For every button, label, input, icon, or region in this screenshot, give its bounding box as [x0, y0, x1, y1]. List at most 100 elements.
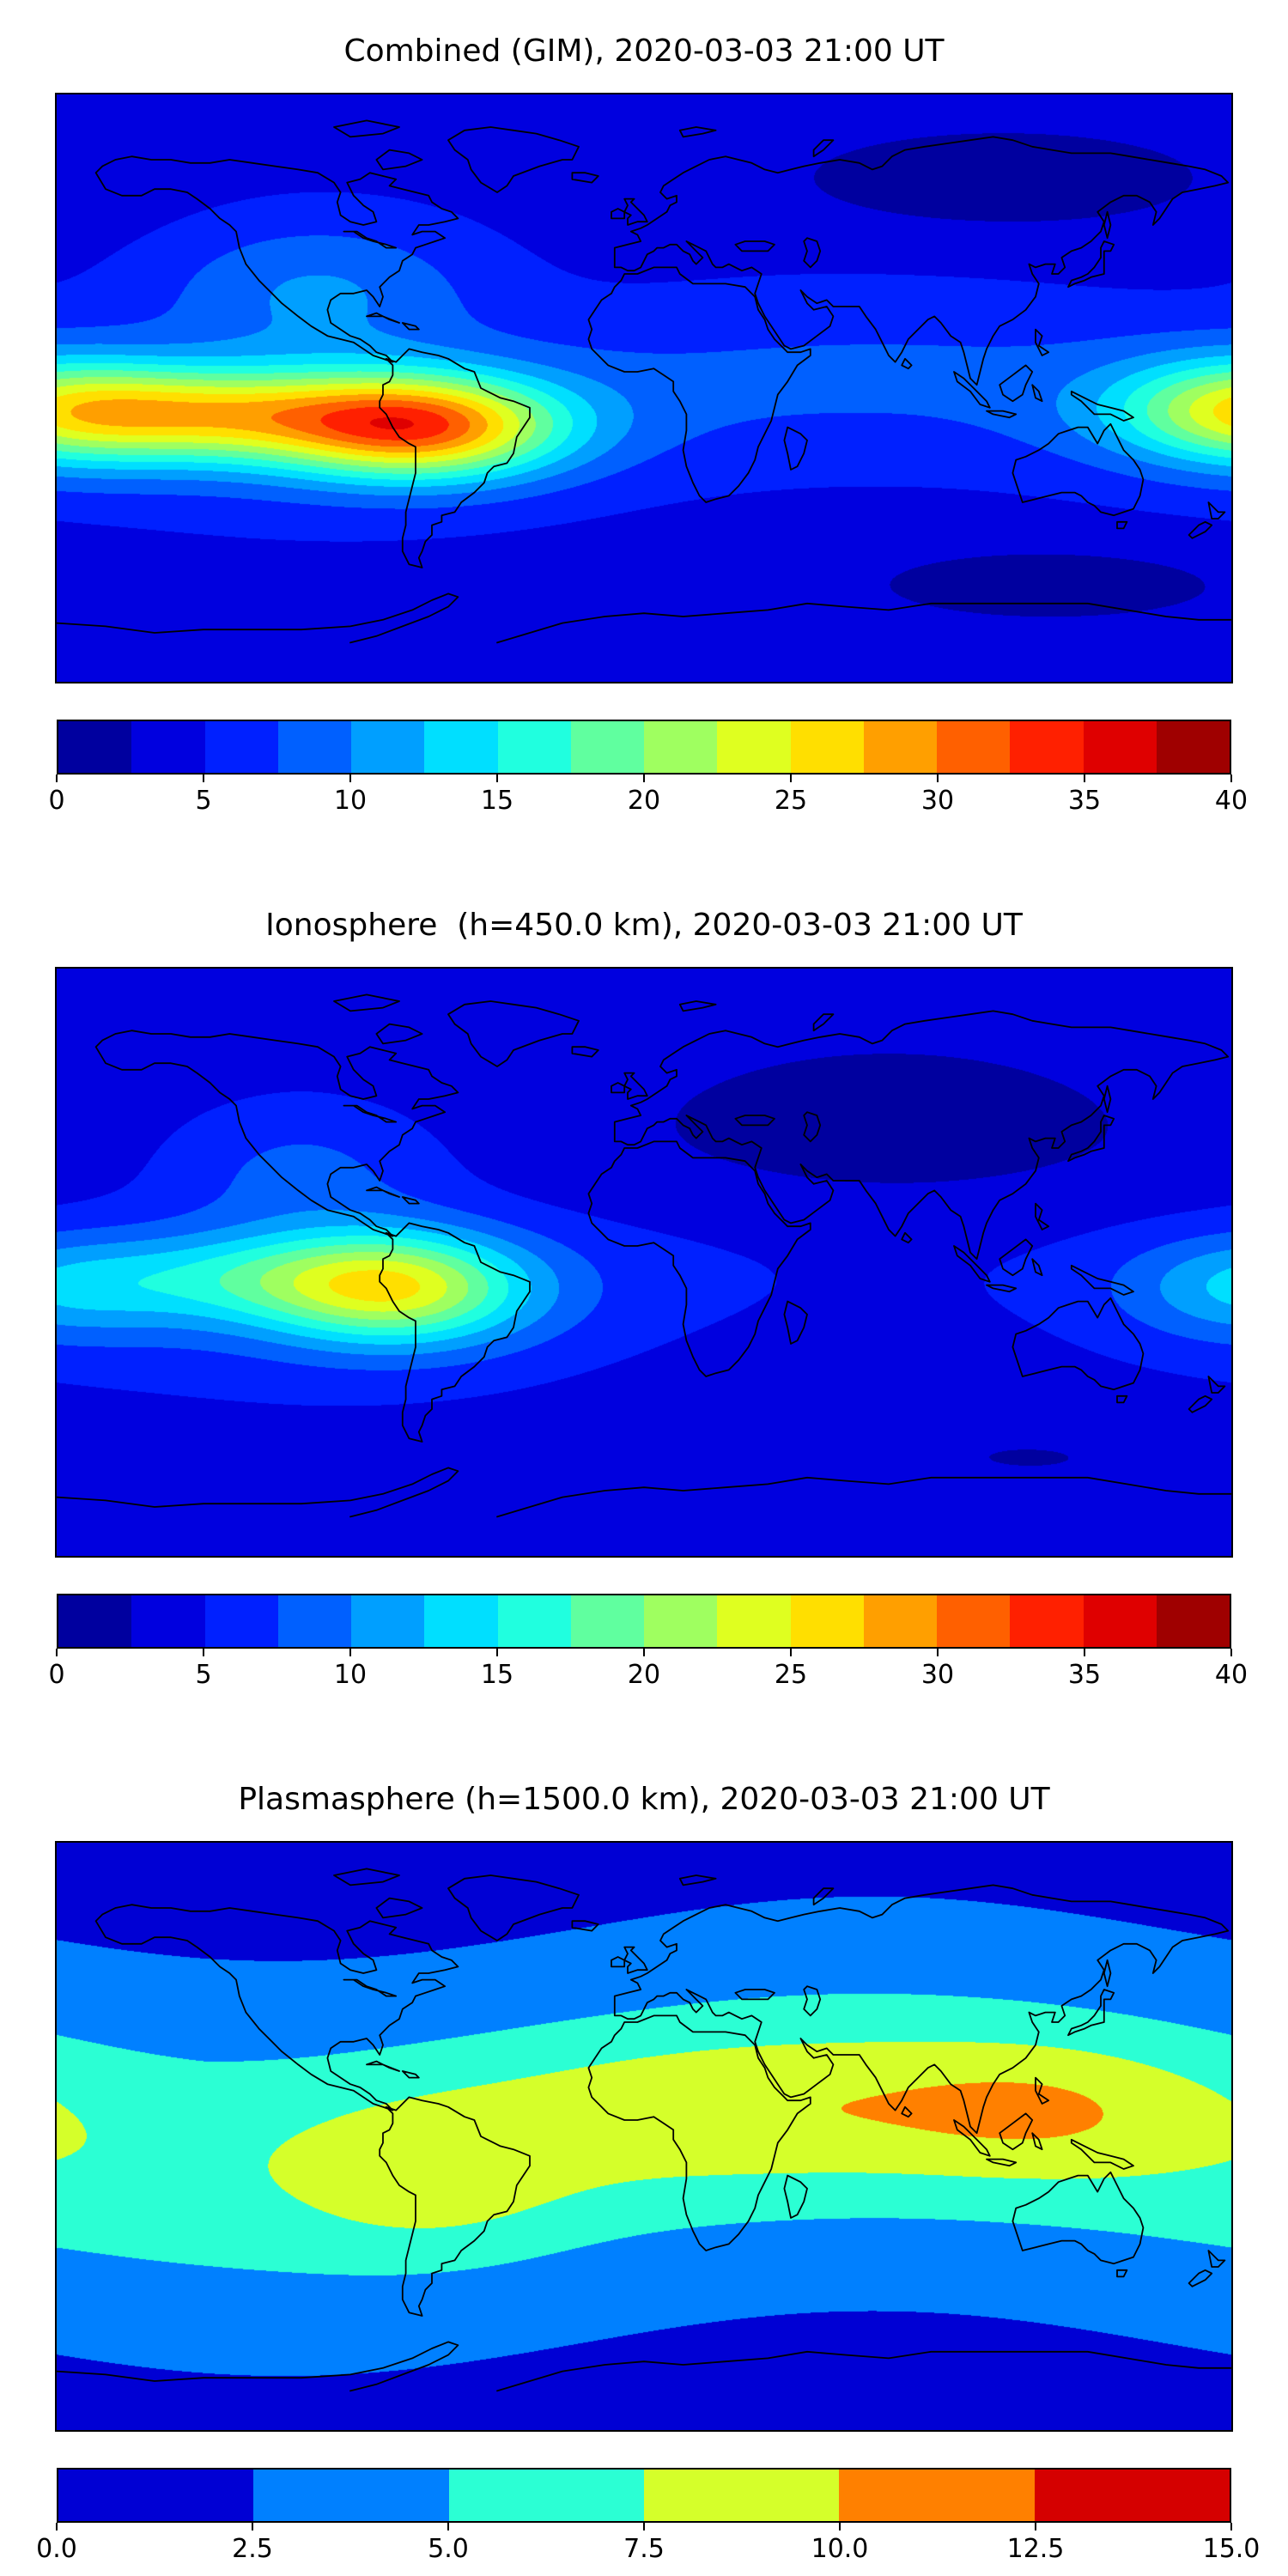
colorbar-segment: [1010, 1595, 1084, 1647]
colorbar-gradient: [57, 1594, 1231, 1649]
colorbar-segment: [351, 1595, 425, 1647]
colorbar-segment: [351, 721, 425, 773]
colorbar-segment: [1083, 721, 1157, 773]
colorbar-tick-label: 5: [195, 1660, 212, 1690]
coastline-path: [57, 1868, 1231, 2391]
colorbar-tick-label: 15: [480, 786, 514, 816]
colorbar-ionosphere: 0 5 10 15 20 25 30 35 40: [48, 1594, 1248, 1693]
world-map-combined: [55, 93, 1233, 683]
colorbar-segment: [277, 721, 351, 773]
colorbar-segment: [131, 721, 205, 773]
colorbar-segment: [204, 1595, 278, 1647]
colorbar-tick: [1230, 2523, 1232, 2530]
panel-title-ionosphere: Ionosphere (h=450.0 km), 2020-03-03 21:0…: [265, 908, 1023, 943]
coastlines-overlay: [57, 969, 1231, 1556]
colorbar-tick: [349, 775, 351, 782]
colorbar-labels: 0.0 2.5 5.0 7.5 10.0 12.5 15.0: [36, 2523, 1260, 2567]
colorbar-segment: [424, 1595, 498, 1647]
colorbar-tick-label: 10: [333, 1660, 368, 1690]
colorbar-tick-label: 40: [1214, 786, 1249, 816]
colorbar-tick-label: 40: [1214, 1660, 1249, 1690]
colorbar-segment: [1010, 721, 1084, 773]
colorbar-tick-label: 10: [333, 786, 368, 816]
coastline-path: [57, 994, 1231, 1516]
colorbar-tick: [643, 775, 645, 782]
colorbar-tick-label: 15.0: [1202, 2534, 1261, 2564]
colorbar-tick-label: 20: [627, 786, 661, 816]
colorbar-segment: [277, 1595, 351, 1647]
colorbar-tick-label: 30: [920, 1660, 955, 1690]
colorbar-segment: [1083, 1595, 1157, 1647]
colorbar-tick: [447, 2523, 449, 2530]
colorbar-segment: [790, 721, 864, 773]
colorbar-segment: [1034, 2470, 1230, 2521]
colorbar-segment: [570, 721, 644, 773]
colorbar-tick-label: 0.0: [36, 2534, 77, 2564]
panel-title-combined: Combined (GIM), 2020-03-03 21:00 UT: [343, 33, 945, 69]
colorbar-tick: [790, 1649, 792, 1656]
coastlines-overlay: [57, 94, 1231, 682]
colorbar-tick: [790, 775, 792, 782]
panel-combined-gim: Combined (GIM), 2020-03-03 21:00 UT 0 5 10…: [48, 31, 1248, 819]
world-map-ionosphere: [55, 967, 1233, 1558]
colorbar-gradient: [57, 2468, 1231, 2523]
colorbar-tick: [349, 1649, 351, 1656]
colorbar-tick-label: 5.0: [428, 2534, 469, 2564]
colorbar-tick: [937, 1649, 939, 1656]
panel-plasmasphere: Plasmasphere (h=1500.0 km), 2020-03-03 2…: [36, 1779, 1260, 2567]
colorbar-tick-label: 20: [627, 1660, 661, 1690]
colorbar-segment: [131, 1595, 205, 1647]
coastlines-overlay: [57, 1843, 1231, 2430]
colorbar-plasmasphere: 0.0 2.5 5.0 7.5 10.0 12.5 15.0: [36, 2468, 1260, 2567]
colorbar-tick-label: 35: [1067, 786, 1102, 816]
colorbar-segment: [863, 1595, 937, 1647]
coastline-path: [57, 120, 1231, 642]
colorbar-tick: [1230, 1649, 1232, 1656]
colorbar-tick-label: 30: [920, 786, 955, 816]
colorbar-tick: [1230, 775, 1232, 782]
panel-ionosphere: Ionosphere (h=450.0 km), 2020-03-03 21:0…: [48, 905, 1248, 1693]
colorbar-tick: [496, 775, 498, 782]
colorbar-tick: [643, 2523, 645, 2530]
colorbar-segment: [448, 2470, 644, 2521]
colorbar-tick-label: 15: [480, 1660, 514, 1690]
world-map-plasmasphere: [55, 1841, 1233, 2432]
colorbar-tick: [56, 775, 58, 782]
colorbar-tick-label: 0: [48, 1660, 65, 1690]
colorbar-tick: [1084, 1649, 1085, 1656]
colorbar-tick-label: 35: [1067, 1660, 1102, 1690]
colorbar-segment: [643, 2470, 840, 2521]
colorbar-segment: [497, 721, 571, 773]
colorbar-tick: [937, 775, 939, 782]
colorbar-tick: [203, 775, 204, 782]
colorbar-segment: [937, 721, 1011, 773]
colorbar-segment: [644, 1595, 718, 1647]
colorbar-tick-label: 25: [774, 1660, 808, 1690]
panel-title-plasmasphere: Plasmasphere (h=1500.0 km), 2020-03-03 2…: [238, 1782, 1050, 1817]
colorbar-segment: [204, 721, 278, 773]
colorbar-tick: [56, 2523, 58, 2530]
colorbar-segment: [644, 721, 718, 773]
colorbar-labels: 0 5 10 15 20 25 30 35 40: [48, 1649, 1248, 1693]
colorbar-segment: [717, 1595, 791, 1647]
colorbar-tick: [1084, 775, 1085, 782]
colorbar-segment: [58, 721, 132, 773]
colorbar-segment: [424, 721, 498, 773]
colorbar-segment: [790, 1595, 864, 1647]
colorbar-tick-label: 7.5: [623, 2534, 665, 2564]
colorbar-segment: [58, 1595, 132, 1647]
colorbar-segment: [937, 1595, 1011, 1647]
colorbar-combined: 0 5 10 15 20 25 30 35 40: [48, 720, 1248, 819]
colorbar-segment: [253, 2470, 449, 2521]
colorbar-tick-label: 12.5: [1006, 2534, 1065, 2564]
colorbar-tick-label: 0: [48, 786, 65, 816]
colorbar-labels: 0 5 10 15 20 25 30 35 40: [48, 775, 1248, 819]
colorbar-tick: [496, 1649, 498, 1656]
colorbar-segment: [1156, 721, 1230, 773]
colorbar-segment: [839, 2470, 1035, 2521]
colorbar-tick: [838, 2523, 841, 2530]
colorbar-tick-label: 10.0: [811, 2534, 869, 2564]
colorbar-tick-label: 25: [774, 786, 808, 816]
colorbar-segment: [497, 1595, 571, 1647]
